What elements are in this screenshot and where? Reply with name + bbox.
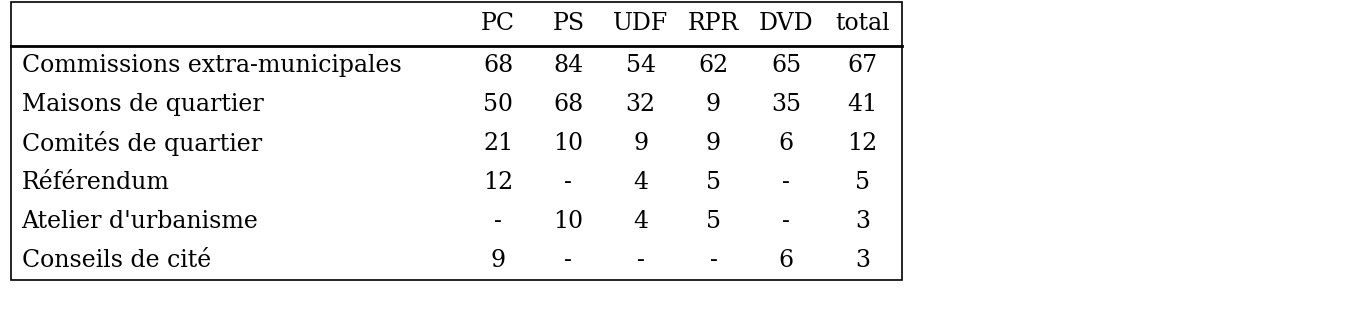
- Text: RPR: RPR: [687, 13, 740, 35]
- Text: 5: 5: [706, 171, 721, 194]
- Text: 65: 65: [771, 54, 802, 77]
- Text: -: -: [783, 171, 790, 194]
- Text: 9: 9: [633, 132, 648, 155]
- Text: Commissions extra-municipales: Commissions extra-municipales: [22, 54, 401, 77]
- Text: 32: 32: [625, 93, 656, 116]
- Text: 21: 21: [483, 132, 513, 155]
- Text: -: -: [637, 249, 644, 272]
- Text: Référendum: Référendum: [22, 171, 170, 194]
- Text: -: -: [564, 171, 572, 194]
- Text: 54: 54: [625, 54, 656, 77]
- Text: 12: 12: [848, 132, 878, 155]
- Text: -: -: [710, 249, 717, 272]
- Text: 9: 9: [706, 93, 721, 116]
- Text: DVD: DVD: [759, 13, 814, 35]
- Text: Maisons de quartier: Maisons de quartier: [22, 93, 263, 116]
- Text: 68: 68: [483, 54, 513, 77]
- Text: -: -: [564, 249, 572, 272]
- Text: 50: 50: [483, 93, 513, 116]
- Text: 5: 5: [855, 171, 871, 194]
- Text: Comités de quartier: Comités de quartier: [22, 131, 262, 156]
- Text: 3: 3: [855, 210, 871, 233]
- Text: total: total: [836, 13, 890, 35]
- Text: 9: 9: [490, 249, 506, 272]
- Text: UDF: UDF: [613, 13, 668, 35]
- Text: 4: 4: [633, 171, 648, 194]
- Text: -: -: [783, 210, 790, 233]
- Text: 6: 6: [779, 132, 794, 155]
- Text: 4: 4: [633, 210, 648, 233]
- Text: 5: 5: [706, 210, 721, 233]
- Text: 12: 12: [483, 171, 513, 194]
- Text: 35: 35: [771, 93, 802, 116]
- Text: 68: 68: [554, 93, 583, 116]
- Text: 67: 67: [848, 54, 878, 77]
- Text: 6: 6: [779, 249, 794, 272]
- Text: 3: 3: [855, 249, 871, 272]
- Bar: [11, 2, 902, 280]
- Text: 10: 10: [554, 210, 583, 233]
- Text: 10: 10: [554, 132, 583, 155]
- Text: PC: PC: [481, 13, 516, 35]
- Text: PS: PS: [552, 13, 585, 35]
- Text: 84: 84: [554, 54, 583, 77]
- Text: Conseils de cité: Conseils de cité: [22, 249, 211, 272]
- Text: Atelier d'urbanisme: Atelier d'urbanisme: [22, 210, 258, 233]
- Text: 62: 62: [698, 54, 729, 77]
- Text: 9: 9: [706, 132, 721, 155]
- Text: -: -: [494, 210, 502, 233]
- Text: 41: 41: [848, 93, 878, 116]
